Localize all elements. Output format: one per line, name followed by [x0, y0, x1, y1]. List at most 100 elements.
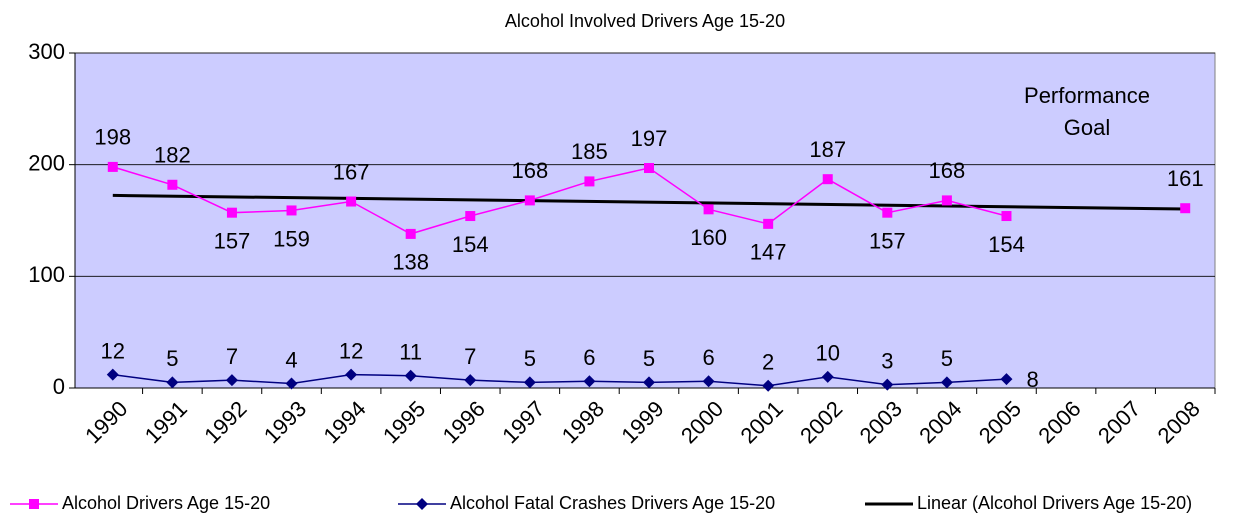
marker	[644, 163, 654, 174]
x-tick-label: 2005	[974, 396, 1026, 448]
x-tick-label: 2000	[676, 396, 728, 448]
marker	[822, 174, 833, 185]
x-tick-label: 2002	[795, 396, 847, 448]
data-label: 7	[464, 344, 476, 369]
x-tick-label: 2003	[855, 396, 907, 448]
marker	[583, 375, 596, 388]
x-tick-label: 1999	[616, 396, 668, 448]
marker	[643, 376, 655, 389]
data-label: 168	[929, 158, 966, 183]
data-label: 138	[392, 250, 429, 275]
data-label: 11	[399, 340, 422, 365]
plot-area	[74, 52, 1216, 389]
data-label: 8	[1026, 367, 1038, 392]
marker	[702, 375, 715, 388]
marker	[404, 369, 417, 382]
x-tick-label: 2004	[914, 396, 966, 448]
x-tick-label: 1990	[80, 396, 132, 448]
trendline	[112, 193, 1186, 211]
data-label: 160	[690, 225, 727, 250]
marker	[1001, 211, 1012, 222]
x-tick-label: 2001	[736, 396, 788, 448]
data-label: 2	[762, 350, 774, 375]
marker	[882, 207, 893, 218]
marker	[464, 374, 477, 387]
x-tick-label: 1995	[378, 396, 430, 448]
x-tick-label: 1992	[199, 396, 251, 448]
data-label: 5	[166, 346, 178, 371]
marker	[405, 228, 416, 239]
marker	[107, 161, 118, 172]
marker	[1180, 203, 1191, 214]
marker	[29, 499, 39, 509]
marker	[703, 204, 714, 215]
x-tick-label: 2007	[1093, 396, 1145, 448]
data-label: 7	[226, 344, 238, 369]
marker	[226, 207, 237, 218]
data-label: 5	[643, 346, 655, 371]
data-label: 4	[285, 347, 297, 372]
marker	[166, 376, 179, 389]
marker	[524, 195, 535, 206]
legend-label: Linear (Alcohol Drivers Age 15-20)	[917, 493, 1192, 513]
data-label: 167	[333, 159, 370, 184]
marker	[881, 378, 894, 391]
x-tick-label: 1994	[318, 396, 370, 448]
data-label: 157	[214, 228, 251, 253]
y-tick-label: 300	[28, 39, 65, 64]
legend-label: Alcohol Drivers Age 15-20	[62, 493, 270, 513]
data-label: 154	[988, 232, 1025, 257]
marker	[763, 218, 774, 229]
x-tick-label: 1997	[497, 396, 549, 448]
marker	[106, 368, 119, 381]
x-tick-label: 2008	[1153, 396, 1205, 448]
y-tick-label: 200	[28, 150, 65, 175]
data-label: 168	[511, 158, 548, 183]
annotation: Goal	[1064, 115, 1110, 140]
marker	[584, 176, 595, 187]
marker	[1000, 373, 1013, 386]
chart-title: Alcohol Involved Drivers Age 15-20	[505, 11, 785, 31]
x-tick-label: 1996	[438, 396, 490, 448]
data-label: 6	[583, 345, 595, 370]
marker	[465, 211, 476, 222]
data-label: 12	[101, 338, 125, 363]
marker	[940, 376, 953, 389]
marker	[285, 377, 298, 390]
data-label: 5	[941, 346, 953, 371]
marker	[821, 370, 834, 383]
x-tick-label: 1998	[557, 396, 609, 448]
data-label: 198	[94, 125, 131, 150]
data-label: 159	[273, 226, 310, 251]
data-label: 6	[702, 345, 714, 370]
annotation: Performance	[1024, 83, 1150, 108]
marker	[345, 368, 358, 381]
marker	[346, 196, 357, 207]
data-label: 154	[452, 232, 489, 257]
x-tick-label: 1991	[140, 396, 192, 448]
marker	[416, 498, 428, 510]
data-label: 3	[881, 348, 893, 373]
data-label: 182	[154, 143, 191, 168]
marker	[167, 179, 178, 190]
series-line	[112, 373, 1007, 387]
y-tick-label: 100	[28, 262, 65, 287]
y-tick-label: 0	[53, 374, 65, 399]
marker	[523, 376, 536, 389]
marker	[941, 195, 952, 206]
x-tick-label: 1993	[259, 396, 311, 448]
marker	[286, 205, 297, 216]
data-label: 5	[524, 346, 536, 371]
marker	[225, 374, 238, 387]
data-label: 185	[571, 139, 608, 164]
x-tick-label: 2006	[1033, 396, 1085, 448]
data-label: 10	[815, 341, 839, 366]
marker	[762, 379, 775, 392]
data-label: 161	[1167, 166, 1204, 191]
data-label: 187	[809, 137, 846, 162]
data-label: 147	[750, 240, 787, 265]
legend-label: Alcohol Fatal Crashes Drivers Age 15-20	[450, 493, 775, 513]
data-label: 12	[339, 338, 363, 363]
data-label: 157	[869, 228, 906, 253]
